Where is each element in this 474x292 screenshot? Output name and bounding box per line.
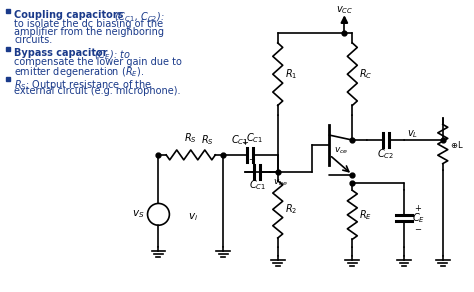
Text: $v_{ce}$: $v_{ce}$ [334,145,348,156]
Text: $v_S$: $v_S$ [132,208,145,220]
Text: $R_C$: $R_C$ [359,67,373,81]
Text: $C_{C1}$: $C_{C1}$ [249,179,266,192]
Text: emitter degeneration ($R_E$).: emitter degeneration ($R_E$). [14,65,145,79]
Text: $v_i$: $v_i$ [188,211,199,223]
Text: to isolate the dc biasing of the: to isolate the dc biasing of the [14,19,164,29]
Text: $C_{C1}$: $C_{C1}$ [246,131,264,145]
Text: ($C_{C1}$, $C_{C2}$):: ($C_{C1}$, $C_{C2}$): [114,10,164,24]
Text: $R_1$: $R_1$ [285,67,297,81]
Text: +: + [248,155,255,164]
Text: $\oplus$L: $\oplus$L [450,138,464,150]
Text: $-$: $-$ [414,223,422,232]
Text: compensate the lower gain due to: compensate the lower gain due to [14,57,182,67]
Text: +: + [241,138,248,147]
Text: $v_{CC}$: $v_{CC}$ [336,4,353,16]
Text: $R_2$: $R_2$ [285,202,297,216]
Text: $C_{C2}$: $C_{C2}$ [377,147,394,161]
Text: amplifier from the neighboring: amplifier from the neighboring [14,27,164,37]
Text: circuits.: circuits. [14,35,53,45]
Text: $R_S$: $R_S$ [201,133,214,147]
Text: external circuit (e.g. microphone).: external circuit (e.g. microphone). [14,86,181,95]
Text: $R_E$: $R_E$ [359,208,372,222]
Text: +: + [414,204,421,213]
Text: $C_E$: $C_E$ [412,211,425,225]
Text: $R_S$: Output resistance of the: $R_S$: Output resistance of the [14,78,152,92]
Text: ($C_{E}$): to: ($C_{E}$): to [94,48,131,62]
Text: Coupling capacitors: Coupling capacitors [14,10,127,20]
Text: $v_{be}$: $v_{be}$ [273,178,288,188]
Text: $v_L$: $v_L$ [407,128,418,140]
Text: Bypass capacitor: Bypass capacitor [14,48,111,58]
Text: $C_{C1}$: $C_{C1}$ [231,133,248,147]
Text: $R_S$: $R_S$ [184,131,197,145]
